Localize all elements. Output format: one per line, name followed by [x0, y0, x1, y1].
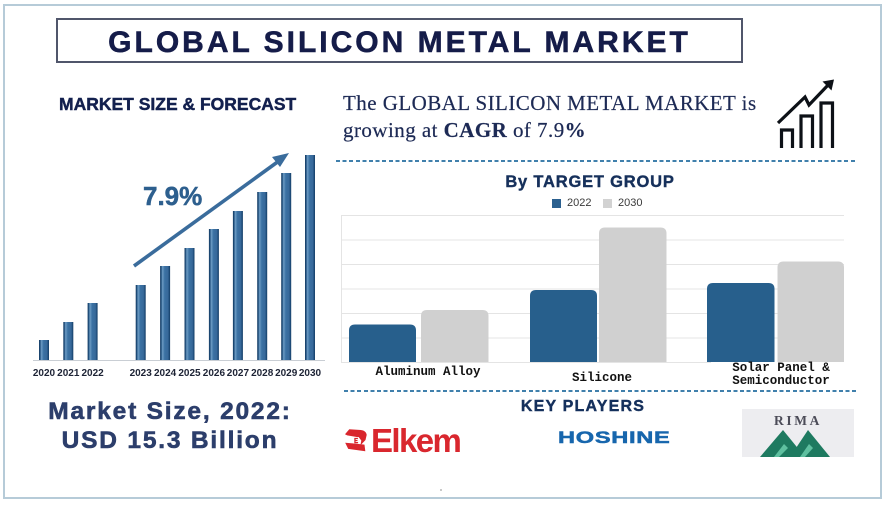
svg-text:2023: 2023 [130, 368, 153, 379]
svg-text:2020: 2020 [33, 368, 56, 379]
svg-text:2021: 2021 [57, 368, 80, 379]
svg-text:2022: 2022 [81, 368, 104, 379]
svg-text:2030: 2030 [299, 368, 322, 379]
svg-text:2026: 2026 [203, 368, 226, 379]
svg-text:2024: 2024 [154, 368, 177, 379]
svg-text:2029: 2029 [275, 368, 298, 379]
svg-text:2025: 2025 [178, 368, 201, 379]
svg-text:2028: 2028 [251, 368, 274, 379]
svg-text:2027: 2027 [227, 368, 250, 379]
